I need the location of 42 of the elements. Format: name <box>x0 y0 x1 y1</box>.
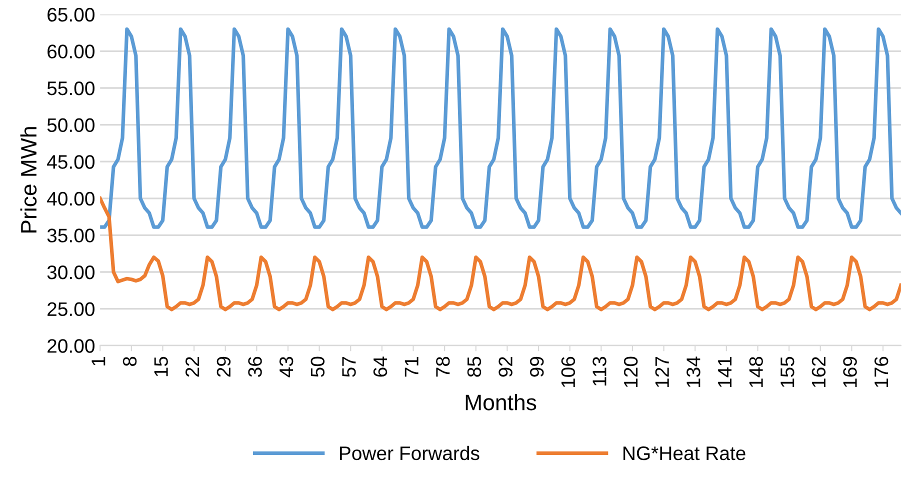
x-tick-label: 1 <box>92 356 106 366</box>
legend-label: NG*Heat Rate <box>624 446 746 460</box>
y-tick-label: 20.00 <box>48 339 94 353</box>
x-tick-label: 36 <box>248 356 262 377</box>
x-tick-label: 176 <box>874 356 888 387</box>
x-tick-label: 106 <box>561 356 576 387</box>
x-tick-label: 92 <box>498 356 512 377</box>
y-tick-label: 55.00 <box>47 81 94 96</box>
x-tick-label: 113 <box>592 356 606 386</box>
x-tick-label: 22 <box>186 356 200 377</box>
x-tick-label: 71 <box>404 356 418 377</box>
x-tick-label: 169 <box>843 356 857 387</box>
y-tick-label: 65.00 <box>48 8 94 22</box>
x-tick-label: 15 <box>154 356 168 376</box>
y-tick-label: 45.00 <box>47 155 94 169</box>
y-tick-label: 60.00 <box>48 44 94 58</box>
y-tick-label: 50.00 <box>47 118 94 132</box>
x-tick-label: 155 <box>780 356 794 387</box>
x-tick-label: 78 <box>436 356 450 377</box>
y-tick-label: 35.00 <box>47 228 94 242</box>
x-tick-label: 127 <box>655 356 669 387</box>
x-tick-label: 50 <box>310 356 325 377</box>
legend-label: Power Forwards <box>340 446 480 460</box>
x-tick-label: 99 <box>530 356 544 377</box>
x-tick-label: 141 <box>718 356 732 387</box>
y-tick-label: 40.00 <box>47 192 94 206</box>
x-axis-title: Months <box>466 394 536 410</box>
x-tick-label: 162 <box>812 356 826 387</box>
y-tick-label: 25.00 <box>48 302 94 316</box>
x-tick-label: 134 <box>686 356 700 387</box>
x-tick-label: 148 <box>749 356 763 387</box>
x-tick-label: 120 <box>624 356 638 387</box>
x-tick-label: 43 <box>279 356 294 378</box>
x-tick-label: 29 <box>216 356 231 377</box>
x-tick-label: 64 <box>373 356 388 377</box>
line-series <box>100 196 901 312</box>
line-series <box>100 27 901 229</box>
x-tick-label: 8 <box>122 356 137 366</box>
x-tick-label: 85 <box>467 356 482 377</box>
y-tick-label: 30.00 <box>47 265 94 280</box>
x-tick-label: 57 <box>342 356 356 377</box>
y-axis-title: Price MWh <box>20 127 37 232</box>
